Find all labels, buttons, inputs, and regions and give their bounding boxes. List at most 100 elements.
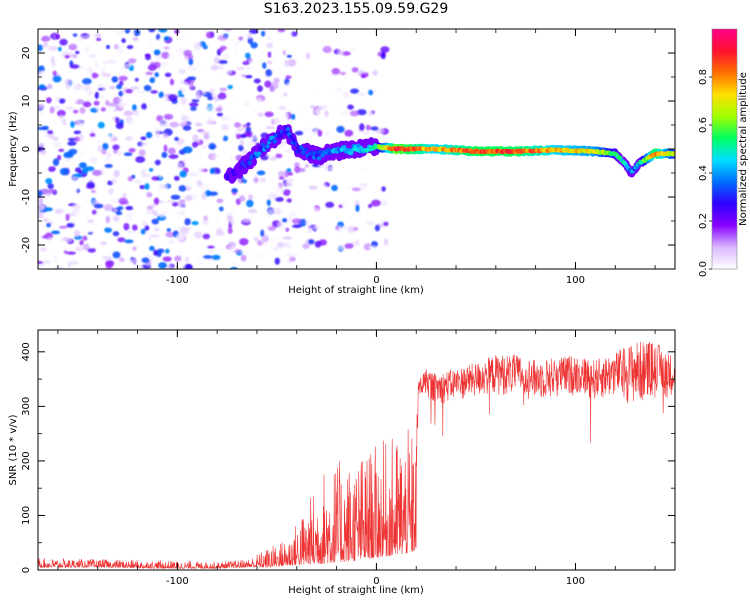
noise-blob — [347, 226, 356, 234]
noise-blob — [222, 135, 229, 142]
noise-blob — [38, 204, 46, 212]
ridge-point — [316, 156, 322, 161]
noise-blob — [302, 66, 307, 73]
noise-blob — [135, 156, 146, 163]
noise-blob — [307, 225, 313, 234]
noise-blob — [104, 227, 113, 233]
noise-blob — [291, 113, 296, 120]
noise-blob — [136, 38, 143, 44]
noise-blob — [149, 245, 155, 251]
noise-blob — [134, 77, 139, 82]
noise-blob — [245, 75, 253, 79]
noise-blob — [102, 61, 108, 65]
noise-blob — [52, 70, 57, 77]
noise-blob — [222, 53, 230, 60]
noise-blob — [203, 255, 213, 259]
noise-blob — [141, 168, 146, 176]
noise-blob — [51, 60, 56, 67]
noise-blob — [308, 185, 318, 190]
ridge-point — [303, 147, 309, 152]
noise-blob — [138, 149, 146, 157]
noise-blob — [246, 122, 251, 127]
noise-blob — [102, 143, 109, 150]
noise-blob — [317, 129, 323, 137]
noise-blob — [165, 248, 170, 254]
spectrogram-ridge — [223, 124, 675, 184]
noise-blob — [147, 64, 157, 71]
noise-blob — [158, 119, 168, 127]
noise-blob — [95, 106, 101, 112]
noise-blob — [88, 157, 98, 163]
noise-blob — [173, 175, 180, 181]
noise-blob — [131, 76, 136, 84]
noise-blob — [368, 89, 374, 96]
snr-series-line — [38, 341, 675, 570]
noise-blob — [308, 239, 315, 245]
noise-blob — [370, 126, 379, 131]
noise-blob — [84, 200, 90, 206]
noise-blob — [144, 183, 150, 190]
noise-blob — [248, 194, 253, 200]
noise-blob — [174, 136, 180, 142]
noise-blob — [229, 221, 236, 225]
noise-blob — [292, 224, 302, 228]
noise-blob — [118, 96, 123, 104]
noise-blob — [256, 170, 266, 176]
noise-blob — [281, 113, 289, 120]
snr-y-label: SNR (10 * v/v) — [8, 414, 19, 485]
noise-blob — [201, 192, 207, 200]
noise-blob — [255, 253, 265, 260]
noise-blob — [87, 243, 94, 249]
noise-blob — [171, 209, 181, 215]
noise-blob — [187, 65, 196, 71]
noise-blob — [54, 266, 64, 269]
noise-blob — [38, 197, 44, 205]
ridge-point — [265, 144, 270, 149]
noise-blob — [266, 199, 271, 207]
noise-blob — [66, 35, 75, 39]
noise-blob — [244, 101, 251, 107]
noise-blob — [69, 64, 80, 69]
noise-blob — [187, 173, 198, 177]
noise-blob — [141, 220, 148, 227]
noise-blob — [284, 48, 295, 55]
noise-blob — [190, 182, 199, 188]
noise-blob — [127, 58, 137, 64]
noise-blob — [74, 136, 80, 142]
noise-blob — [185, 183, 193, 189]
noise-blob — [257, 85, 263, 92]
noise-blob — [118, 197, 128, 205]
noise-blob — [118, 159, 124, 164]
noise-blob — [161, 96, 170, 101]
noise-blob — [262, 62, 267, 69]
noise-blob — [189, 102, 199, 107]
noise-blob — [117, 206, 124, 211]
noise-blob — [153, 142, 160, 149]
noise-blob — [233, 42, 242, 46]
noise-blob — [378, 245, 386, 252]
noise-blob — [126, 158, 132, 166]
noise-blob — [323, 164, 332, 171]
noise-blob — [208, 191, 218, 196]
noise-blob — [185, 256, 190, 263]
noise-blob — [381, 186, 386, 192]
noise-blob — [66, 251, 76, 255]
noise-blob — [349, 48, 356, 53]
noise-blob — [38, 157, 45, 163]
noise-blob — [284, 30, 293, 38]
noise-blob — [214, 216, 222, 224]
snr-y-tick-label: 400 — [21, 342, 32, 361]
noise-blob — [45, 178, 53, 185]
noise-blob — [76, 150, 86, 156]
noise-blob — [87, 219, 94, 223]
noise-blob — [64, 124, 69, 131]
noise-blob — [351, 67, 359, 73]
noise-blob — [248, 29, 259, 34]
noise-blob — [305, 52, 311, 60]
noise-blob — [236, 66, 245, 71]
noise-blob — [191, 99, 200, 103]
noise-blob — [38, 90, 44, 97]
noise-blob — [83, 84, 91, 91]
noise-blob — [140, 136, 147, 141]
noise-blob — [180, 115, 189, 122]
